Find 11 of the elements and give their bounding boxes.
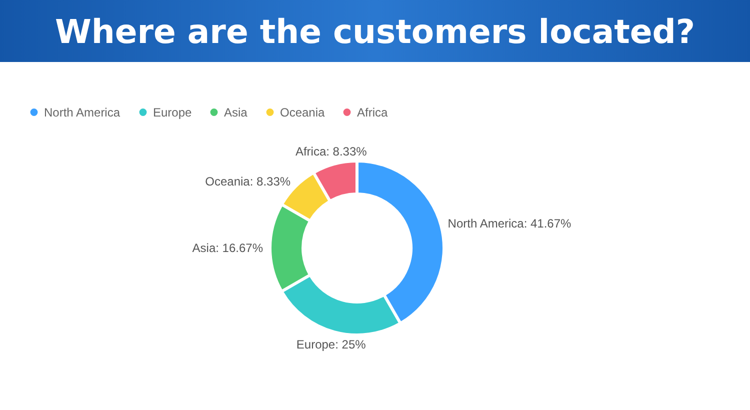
data-label: North America: 41.67% — [448, 216, 572, 231]
data-label: Asia: 16.67% — [192, 240, 264, 255]
legend-label: Asia — [224, 105, 248, 120]
legend-label: North America — [44, 105, 120, 120]
legend-label: Oceania — [280, 105, 326, 120]
legend-label: Europe — [153, 105, 192, 120]
legend-label: Africa — [357, 105, 388, 120]
data-label: Oceania: 8.33% — [205, 174, 291, 189]
data-label: Africa: 8.33% — [295, 144, 368, 158]
chart-title: Where are the customers located? — [0, 0, 750, 62]
data-label: Europe: 25% — [296, 338, 366, 352]
